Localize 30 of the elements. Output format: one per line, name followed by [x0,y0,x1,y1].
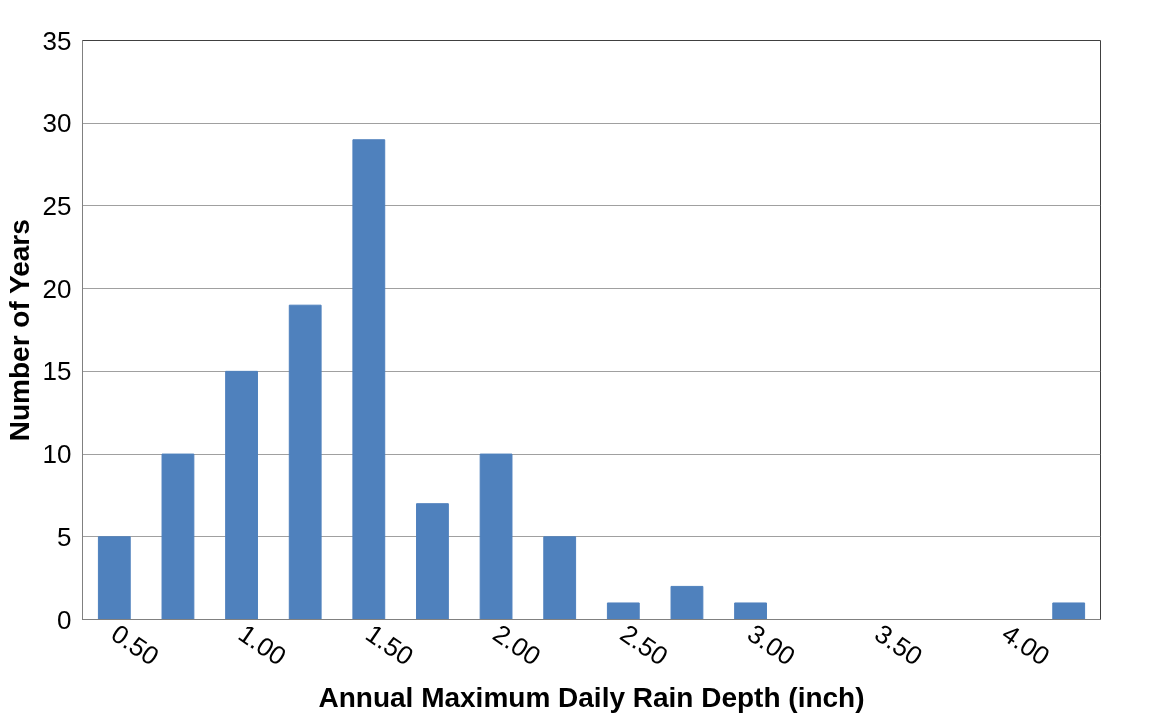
y-tick-label: 15 [42,356,72,387]
bar [543,536,577,620]
bar [606,602,640,620]
bar [734,602,767,620]
bar [352,139,386,620]
y-tick-label: 0 [57,604,72,635]
y-tick-label: 5 [57,521,72,552]
y-axis-title: Number of Years [3,219,35,442]
bar [479,453,513,620]
bar [161,453,195,620]
y-tick-label: 10 [42,439,72,470]
x-tick-label: 1.50 [360,618,420,672]
y-tick-label: 20 [42,273,72,304]
bar [416,503,449,620]
bar [225,370,258,620]
x-tick-label: 2.00 [487,618,547,672]
x-axis-title: Annual Maximum Daily Rain Depth (inch) [318,681,865,713]
bar [97,536,131,620]
bar [670,585,704,620]
y-tick-label: 25 [42,190,72,221]
x-tick-label: 0.50 [105,618,165,672]
x-tick-label: 3.50 [869,618,929,672]
bar [1052,602,1086,620]
y-tick-label: 30 [42,108,72,139]
bar [288,304,322,620]
x-tick-label: 2.50 [614,618,674,672]
x-tick-label: 1.00 [233,618,292,672]
y-tick-label: 35 [42,25,72,56]
x-tick-label: 4.00 [996,618,1056,672]
x-tick-label: 3.00 [742,618,801,672]
